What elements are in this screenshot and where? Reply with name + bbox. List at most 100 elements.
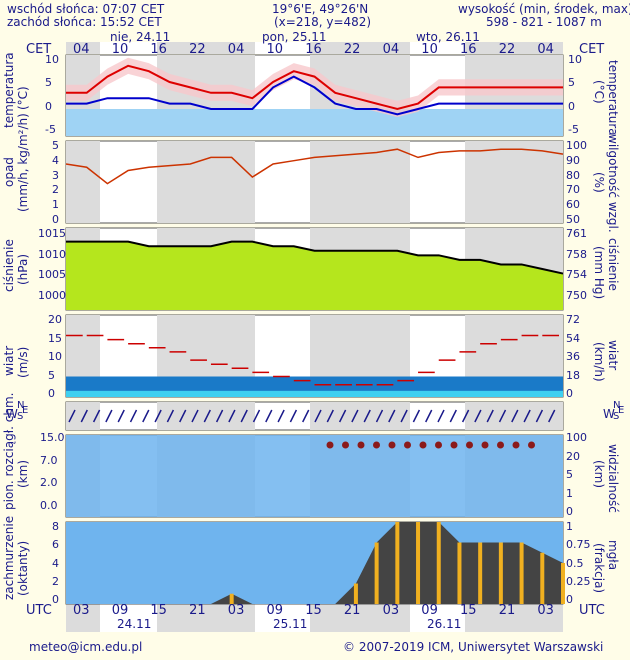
wind-arrow-32	[461, 409, 470, 423]
wind-arrow-37	[523, 409, 531, 423]
temp-right-tick-2: 0	[568, 99, 575, 113]
winddir-e-left: E	[22, 405, 29, 416]
footer-copyright: © 2007-2019 ICM, Uniwersytet Warszawski	[343, 640, 604, 654]
wind-arrow-9	[179, 409, 187, 423]
wind-left-tick-2: 10	[48, 350, 62, 363]
cloud-left-tick-1: 6	[52, 538, 59, 552]
fog-right-unit: (frakcja)	[592, 543, 606, 594]
cloud-left-tick-3: 2	[52, 574, 59, 588]
pressure-right-label: ciśnienie	[606, 238, 620, 291]
wind-arrow-19	[302, 409, 310, 423]
precip-left-tick-0: 5	[52, 139, 59, 152]
cloudbase-dot-13	[528, 441, 535, 449]
temp-below-zero-area	[66, 109, 563, 136]
hour-top-3: 22	[189, 42, 206, 57]
timezone-top-left: CET	[26, 42, 52, 57]
fog-right-tick-4: 0	[566, 593, 573, 606]
humidity-right-tick-0: 100	[566, 139, 587, 152]
wind-arrow-33	[474, 409, 482, 423]
pressure-left-tick-1: 1010	[38, 247, 66, 261]
wind-arrow-14	[240, 409, 248, 423]
sunset-text: zachód słońca: 15:52 CET	[7, 15, 162, 29]
precip-night-3	[465, 141, 563, 223]
wind-arrow-36	[511, 409, 519, 423]
hour-bottom-6: 15	[305, 603, 322, 618]
wind-left-tick-1: 15	[48, 331, 62, 345]
pressure-left-tick-0: 1015	[38, 227, 66, 240]
wind-arrow-22	[338, 409, 347, 423]
hour-top-2: 16	[150, 42, 167, 57]
precip-night-1	[157, 141, 255, 223]
hour-top-4: 04	[227, 42, 245, 57]
visibility-right-label: widzialność	[606, 444, 620, 513]
wind-arrow-13	[228, 409, 236, 423]
cloudbase-dot-11	[497, 441, 504, 449]
wind-arrow-29	[425, 409, 433, 423]
hour-bottom-3: 21	[189, 603, 206, 618]
winddir-w-right: W	[603, 407, 615, 421]
wind-arrow-11	[203, 409, 211, 423]
cloudbase-dot-12	[512, 441, 520, 449]
wind-arrow-31	[449, 409, 457, 423]
pressure-area	[66, 241, 563, 310]
cloudbase-left-tick-3: 0.0	[40, 499, 58, 512]
night-strip-bottom-3	[465, 604, 563, 632]
wind-arrow-30	[437, 409, 445, 423]
precip-right-unit: (%)	[592, 172, 606, 193]
hour-top-11: 22	[498, 42, 516, 57]
cloudbase-dot-2	[357, 441, 365, 449]
wind-arrow-34	[486, 409, 494, 423]
hour-bottom-1: 09	[111, 603, 129, 618]
hour-bottom-11: 21	[498, 603, 516, 618]
wind-arrow-8	[166, 409, 175, 423]
precip-night-0	[66, 141, 100, 223]
wind-arrow-10	[191, 409, 199, 423]
cloud-bar-19	[457, 542, 462, 604]
timezone-bottom-right: UTC	[579, 603, 605, 618]
hour-top-10: 16	[460, 42, 477, 57]
footer-email[interactable]: meteo@icm.edu.pl	[29, 640, 143, 654]
hour-bottom-0: 03	[73, 603, 90, 618]
night-strip-top-3	[465, 42, 563, 54]
cloud-bar-17	[416, 522, 421, 604]
wind-arrow-1	[80, 409, 88, 423]
temp-left-tick-1: 5	[45, 76, 52, 90]
humidity-right-tick-3: 70	[566, 183, 580, 197]
pressure-line	[66, 240, 564, 275]
wind-arrow-27	[400, 409, 408, 423]
coords-text: 19°6'E, 49°26'N	[272, 2, 369, 16]
cloudbase-left-tick-2: 2.0	[40, 476, 58, 490]
cloudbase-dot-1	[342, 441, 349, 449]
wind-arrow-17	[277, 409, 285, 423]
wind-right-label: wiatr	[606, 340, 620, 371]
pressure-right-unit: (mm Hg)	[592, 246, 606, 300]
visibility-right-tick-0: 100	[566, 431, 587, 444]
wind-arrow-35	[498, 409, 507, 423]
cloud-bar-23	[540, 552, 545, 604]
hour-bottom-12: 03	[537, 603, 554, 618]
visibility-right-tick-3: 1	[566, 486, 573, 500]
hour-top-7: 22	[343, 42, 361, 57]
pressure-left-tick-2: 1005	[38, 268, 66, 282]
wind-arrow-39	[548, 409, 556, 423]
fog-right-tick-1: 0.75	[566, 538, 591, 552]
wind-right-tick-0: 72	[566, 313, 580, 326]
hour-top-6: 16	[305, 42, 322, 57]
cloudbase-left-tick-1: 7.0	[40, 453, 58, 467]
temp-left-tick-3: -5	[45, 123, 56, 136]
winddir-e-right: E	[618, 405, 625, 416]
cloud-bar-22	[519, 542, 524, 604]
cloudbase-dot-9	[466, 441, 473, 449]
night-strip-top-2	[310, 42, 410, 54]
pressure-right-tick-1: 758	[566, 247, 587, 261]
wind-left-unit: (m/s)	[16, 346, 30, 378]
day-top-0: nie, 24.11	[110, 30, 171, 44]
height-values: 598 - 821 - 1087 m	[486, 15, 602, 29]
cloudbase-dot-7	[435, 441, 442, 449]
pressure-right-tick-3: 750	[566, 289, 587, 302]
cloud-bar-18	[436, 522, 441, 604]
temp-left-tick-0: 10	[45, 53, 59, 66]
hour-bottom-5: 09	[266, 603, 284, 618]
wind-right-tick-3: 18	[566, 368, 580, 382]
precip-left-tick-2: 3	[52, 168, 59, 182]
